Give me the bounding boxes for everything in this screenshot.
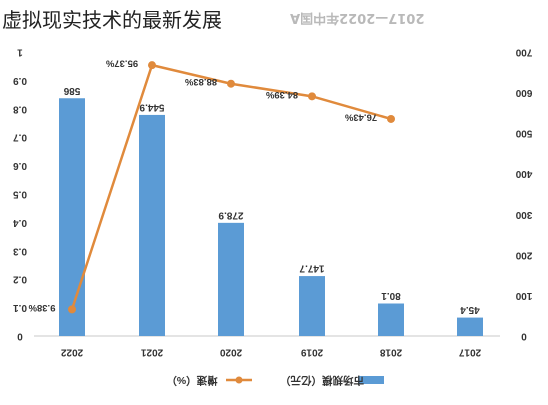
- bar-label-2022: 586: [63, 85, 80, 96]
- bar-2022: [59, 98, 85, 336]
- plot-area: 586 2022 544.9 2021 278.9 2020 147.7 2019 80.1 20…: [13, 47, 533, 358]
- bar-label-2018: 80.1: [381, 290, 401, 301]
- bar-2020: [218, 222, 244, 336]
- left-tick-4: 0.4: [13, 217, 27, 228]
- bar-2019: [299, 276, 325, 336]
- left-tick-10: 1: [17, 47, 23, 58]
- growth-point-2020: [227, 79, 235, 88]
- bar-2017: [457, 317, 483, 336]
- growth-label-2018: 76.43%: [344, 111, 377, 122]
- x-tick-2022: 2022: [60, 347, 83, 358]
- growth-point-2019: [308, 92, 316, 101]
- left-tick-8: 0.8: [13, 103, 27, 114]
- x-tick-2020: 2020: [219, 347, 242, 358]
- right-tick-3: 300: [515, 209, 532, 220]
- bar-2021: [139, 114, 165, 336]
- right-tick-7: 700: [515, 47, 532, 58]
- growth-point-2021: [148, 61, 156, 70]
- right-tick-2: 200: [515, 249, 532, 260]
- bar-2018: [378, 303, 404, 336]
- left-tick-7: 0.7: [13, 132, 27, 143]
- legend-swatch-line-marker: [235, 376, 243, 384]
- legend-swatch-bars: [358, 376, 384, 384]
- chart-title: 2017—2022年中国A: [290, 10, 425, 25]
- right-tick-6: 600: [515, 87, 532, 98]
- bar-label-2019: 147.7: [299, 263, 324, 274]
- x-tick-2018: 2018: [379, 347, 402, 358]
- bar-label-2021: 544.9: [139, 101, 164, 112]
- bar-label-2020: 278.9: [218, 209, 243, 220]
- right-tick-4: 400: [515, 168, 532, 179]
- growth-label-2022: 9.38%: [28, 302, 55, 313]
- x-tick-2017: 2017: [458, 347, 481, 358]
- growth-label-2021: 95.37%: [105, 58, 138, 69]
- growth-label-2020: 88.83%: [184, 76, 217, 87]
- x-tick-2019: 2019: [300, 347, 323, 358]
- legend-label-line: 增速（%）: [166, 374, 217, 387]
- x-tick-2021: 2021: [140, 347, 163, 358]
- legend: 市场规模（亿元） 增速（%）: [166, 374, 384, 387]
- growth-label-2019: 84.39%: [265, 89, 298, 100]
- left-tick-1: 0.1: [13, 302, 27, 313]
- left-tick-0: 0: [17, 331, 23, 342]
- left-tick-9: 0.9: [13, 75, 27, 86]
- left-tick-5: 0.5: [13, 189, 27, 200]
- bar-label-2017: 45.4: [460, 304, 480, 315]
- right-tick-1: 100: [515, 290, 532, 301]
- left-tick-2: 0.2: [13, 274, 27, 285]
- left-tick-3: 0.3: [13, 245, 27, 256]
- page-title: 虚拟现实技术的最新发展: [0, 4, 226, 33]
- growth-point-2022: [68, 305, 76, 314]
- left-tick-6: 0.6: [13, 160, 27, 171]
- right-tick-0: 0: [521, 331, 527, 342]
- legend-label-bars: 市场规模（亿元）: [280, 374, 364, 387]
- growth-point-2018: [387, 114, 395, 123]
- right-tick-5: 500: [515, 128, 532, 139]
